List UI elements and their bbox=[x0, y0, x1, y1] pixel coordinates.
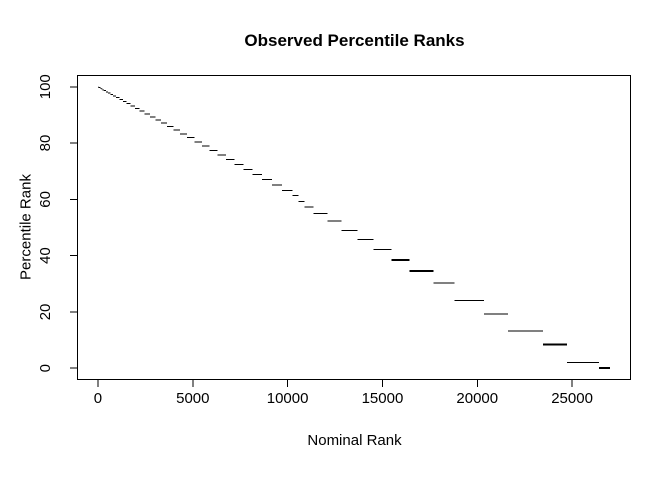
chart-title: Observed Percentile Ranks bbox=[244, 31, 465, 50]
y-tick-label: 60 bbox=[37, 191, 54, 208]
y-tick-label: 40 bbox=[37, 247, 54, 264]
x-tick-label: 5000 bbox=[176, 390, 209, 407]
x-tick-label: 10000 bbox=[267, 390, 309, 407]
y-tick-label: 80 bbox=[37, 135, 54, 152]
y-axis-title: Percentile Rank bbox=[17, 174, 35, 280]
x-tick-label: 0 bbox=[94, 390, 102, 407]
y-tick-label: 0 bbox=[37, 364, 54, 372]
y-tick-label: 20 bbox=[37, 304, 54, 321]
x-tick-label: 15000 bbox=[362, 390, 404, 407]
plot-box bbox=[77, 75, 631, 380]
x-tick-label: 20000 bbox=[456, 390, 498, 407]
y-tick-label: 100 bbox=[37, 74, 54, 99]
x-tick-label: 25000 bbox=[551, 390, 593, 407]
x-axis-title: Nominal Rank bbox=[307, 432, 402, 449]
